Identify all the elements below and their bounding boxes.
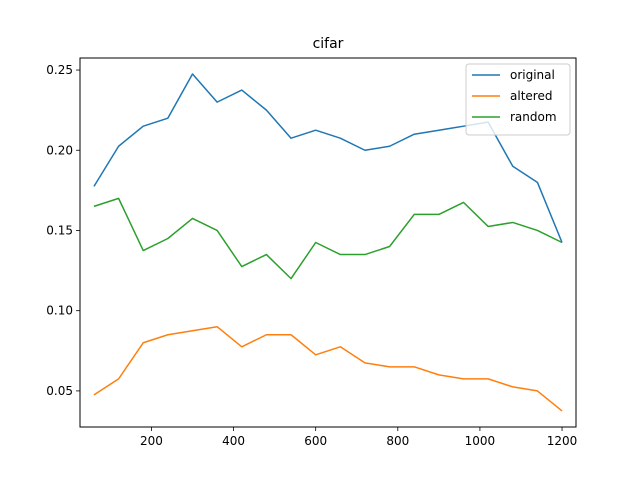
legend-label-altered: altered [510, 89, 552, 103]
y-tick-label: 0.20 [46, 143, 73, 157]
legend: original altered random [465, 63, 571, 136]
plot-frame [79, 57, 577, 428]
y-tick-label: 0.05 [46, 384, 73, 398]
x-tick-label: 600 [304, 434, 327, 448]
y-tick-label: 0.25 [46, 63, 73, 77]
series-line-random [93, 197, 563, 280]
y-axis: 0.05 0.10 0.15 0.20 0.25 [46, 63, 80, 398]
y-tick-label: 0.10 [46, 304, 73, 318]
x-tick-label: 1200 [547, 434, 578, 448]
x-tick-label: 400 [222, 434, 245, 448]
x-tick-label: 800 [386, 434, 409, 448]
x-axis: 200 400 600 800 1000 1200 [140, 427, 577, 448]
legend-label-original: original [510, 68, 555, 82]
y-tick-label: 0.15 [46, 223, 73, 237]
x-tick-label: 200 [140, 434, 163, 448]
legend-label-random: random [510, 110, 557, 124]
chart-title: cifar [313, 36, 344, 52]
series-line-altered [93, 325, 563, 412]
x-tick-label: 1000 [465, 434, 496, 448]
